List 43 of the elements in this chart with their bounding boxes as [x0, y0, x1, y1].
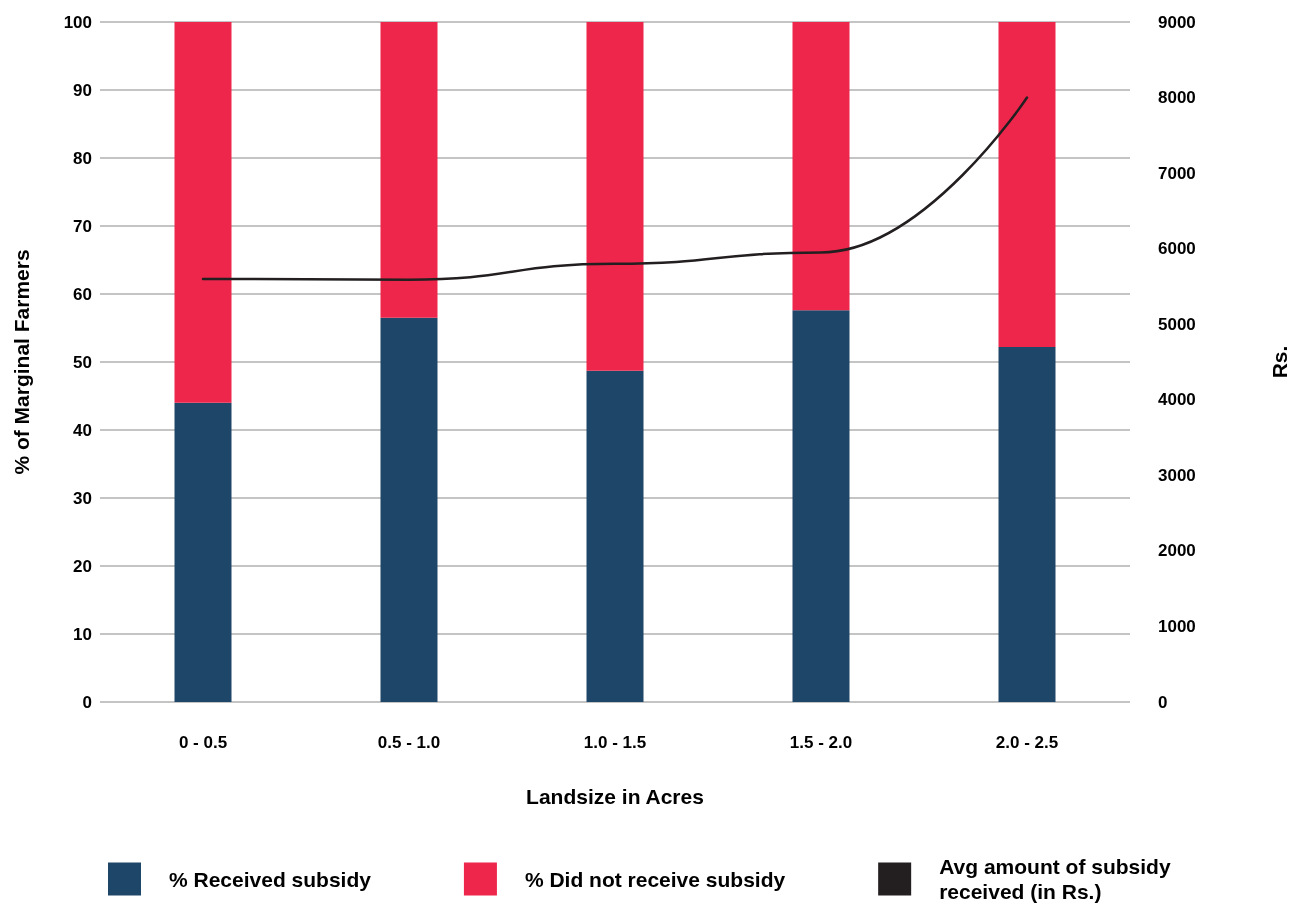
bar: [998, 22, 1056, 348]
y-tick-label: 60: [73, 284, 92, 304]
bar: [380, 22, 438, 318]
y-tick-label: 100: [63, 12, 92, 32]
y-tick-label: 80: [73, 148, 92, 168]
legend-label: Avg amount of subsidy received (in Rs.): [939, 855, 1177, 903]
bar: [792, 22, 850, 311]
y-tick-label: 90: [73, 80, 92, 100]
y2-tick-label: 0: [1158, 692, 1168, 712]
y2-tick-label: 9000: [1158, 12, 1196, 32]
y2-tick-label: 6000: [1158, 239, 1196, 259]
x-tick-label: 0.5 - 1.0: [377, 733, 441, 752]
legend-label: % Received subsidy: [169, 867, 372, 891]
x-axis-title: Landsize in Acres: [526, 785, 704, 808]
y2-tick-label: 3000: [1158, 465, 1196, 485]
y2-tick-label: 4000: [1158, 390, 1196, 410]
y-tick-label: 40: [73, 420, 92, 440]
bar: [586, 370, 644, 702]
y2-tick-label: 8000: [1158, 88, 1196, 108]
y-axis-title: % of Marginal Farmers: [10, 249, 33, 475]
bar: [998, 347, 1056, 702]
y-tick-label: 0: [82, 692, 92, 712]
y2-tick-label: 7000: [1158, 163, 1196, 183]
x-tick-label: 1.0 - 1.5: [583, 733, 647, 752]
bar: [174, 22, 232, 403]
bar: [380, 317, 438, 702]
x-tick-label: 0 - 0.5: [178, 733, 228, 752]
bar: [586, 22, 644, 371]
x-tick-label: 2.0 - 2.5: [995, 733, 1059, 752]
y2-tick-label: 2000: [1158, 541, 1196, 561]
y-tick-label: 70: [73, 216, 92, 236]
legend-label: % Did not receive subsidy: [524, 867, 786, 891]
y2-tick-label: 5000: [1158, 314, 1196, 334]
y2-tick-label: 1000: [1158, 616, 1196, 636]
bar: [174, 402, 232, 702]
y-tick-label: 30: [73, 488, 92, 508]
bar: [792, 310, 850, 702]
y2-axis-title: Rs.: [1268, 345, 1291, 379]
x-tick-label: 1.5 - 2.0: [789, 733, 853, 752]
y-tick-label: 10: [73, 624, 92, 644]
y-tick-label: 20: [73, 556, 92, 576]
y-tick-label: 50: [73, 352, 92, 372]
line-series: [201, 96, 1029, 281]
